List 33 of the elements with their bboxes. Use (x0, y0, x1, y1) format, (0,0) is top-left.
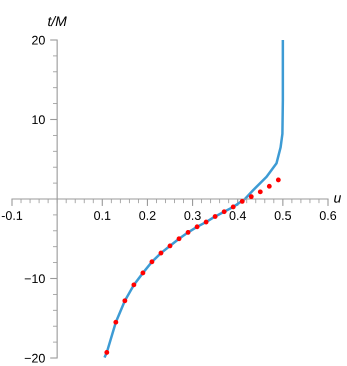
x-tick-label: 0.4 (230, 211, 246, 220)
x-tick-label: 0.3 (184, 211, 201, 220)
point (194, 224, 200, 230)
point (240, 198, 245, 204)
point (204, 220, 209, 224)
x-tick-label: 0.5 (274, 211, 292, 220)
point (150, 259, 154, 264)
x-tick-label: 0.1 (94, 211, 110, 220)
point (176, 236, 182, 242)
x-axis-title: u (334, 195, 341, 203)
point (248, 194, 254, 200)
y-tick-label: 20 (32, 36, 45, 45)
point (276, 178, 281, 182)
x-tick-label: -0.1 (2, 211, 22, 220)
point (104, 350, 110, 355)
y-tick-label: −10 (24, 274, 45, 284)
y-tick-label: −20 (24, 354, 45, 363)
point (212, 214, 218, 219)
point (258, 189, 263, 194)
point (266, 184, 272, 189)
y-axis-title: t/M (48, 16, 67, 26)
point (158, 250, 164, 256)
point (186, 230, 190, 235)
y-tick-label: 10 (32, 115, 45, 124)
point (113, 320, 118, 325)
point (230, 204, 236, 210)
point (140, 270, 146, 276)
point (131, 282, 136, 288)
point (222, 209, 227, 214)
point (168, 244, 172, 248)
x-tick-label: 0.6 (320, 211, 336, 220)
point (122, 298, 128, 304)
x-tick-label: 0.2 (139, 211, 156, 220)
